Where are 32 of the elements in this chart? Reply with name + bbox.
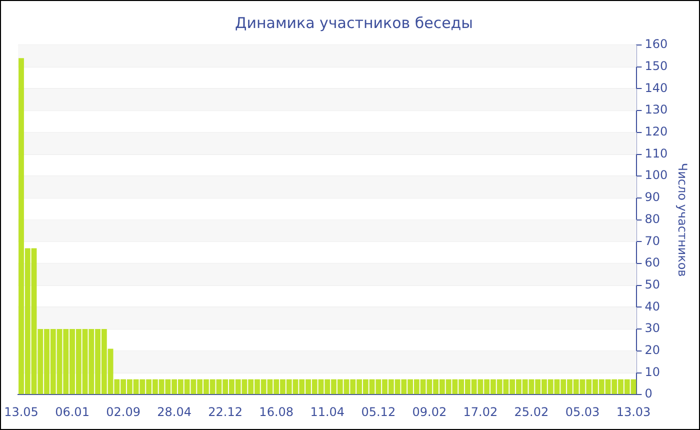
x-tick-label: 16.08 bbox=[259, 404, 294, 419]
x-tick-label: 17.02 bbox=[463, 404, 498, 419]
x-tick-label: 02.09 bbox=[106, 404, 140, 419]
x-tick-label: 13.03 bbox=[616, 404, 651, 419]
y-tick-label: 110 bbox=[644, 146, 668, 160]
x-tick-label: 13.05 bbox=[4, 404, 38, 419]
x-tick-label: 25.02 bbox=[514, 404, 549, 419]
y-tick-label: 100 bbox=[644, 168, 668, 182]
y-tick-label: 40 bbox=[644, 299, 660, 314]
y-tick-label: 80 bbox=[644, 212, 660, 226]
y-tick-label: 10 bbox=[644, 364, 660, 379]
x-tick-label: 06.01 bbox=[55, 404, 90, 419]
x-tick-label: 28.04 bbox=[157, 404, 192, 419]
y-tick-label: 20 bbox=[644, 343, 660, 358]
x-tick-label: 11.04 bbox=[310, 404, 345, 419]
y-tick-label: 140 bbox=[644, 80, 668, 95]
y-tick-label: 160 bbox=[644, 37, 668, 52]
chart-title: Динамика участников беседы bbox=[234, 14, 474, 32]
y-tick-label: 150 bbox=[644, 58, 668, 73]
y-tick-label: 50 bbox=[644, 277, 660, 292]
y-tick-label: 30 bbox=[644, 321, 660, 336]
x-tick-label: 05.03 bbox=[565, 404, 600, 419]
y-tick-label: 130 bbox=[644, 102, 668, 117]
x-tick-label: 05.12 bbox=[361, 404, 396, 419]
y-tick-label: 60 bbox=[644, 256, 660, 270]
y-tick-label: 90 bbox=[644, 190, 660, 204]
x-tick-label: 09.02 bbox=[412, 404, 447, 419]
y-axis-title: Число участников bbox=[676, 162, 690, 277]
y-tick-label: 70 bbox=[644, 234, 660, 248]
y-tick-label: 120 bbox=[644, 124, 668, 139]
y-tick-label: 0 bbox=[644, 386, 652, 401]
x-tick-label: 22.12 bbox=[208, 404, 243, 419]
